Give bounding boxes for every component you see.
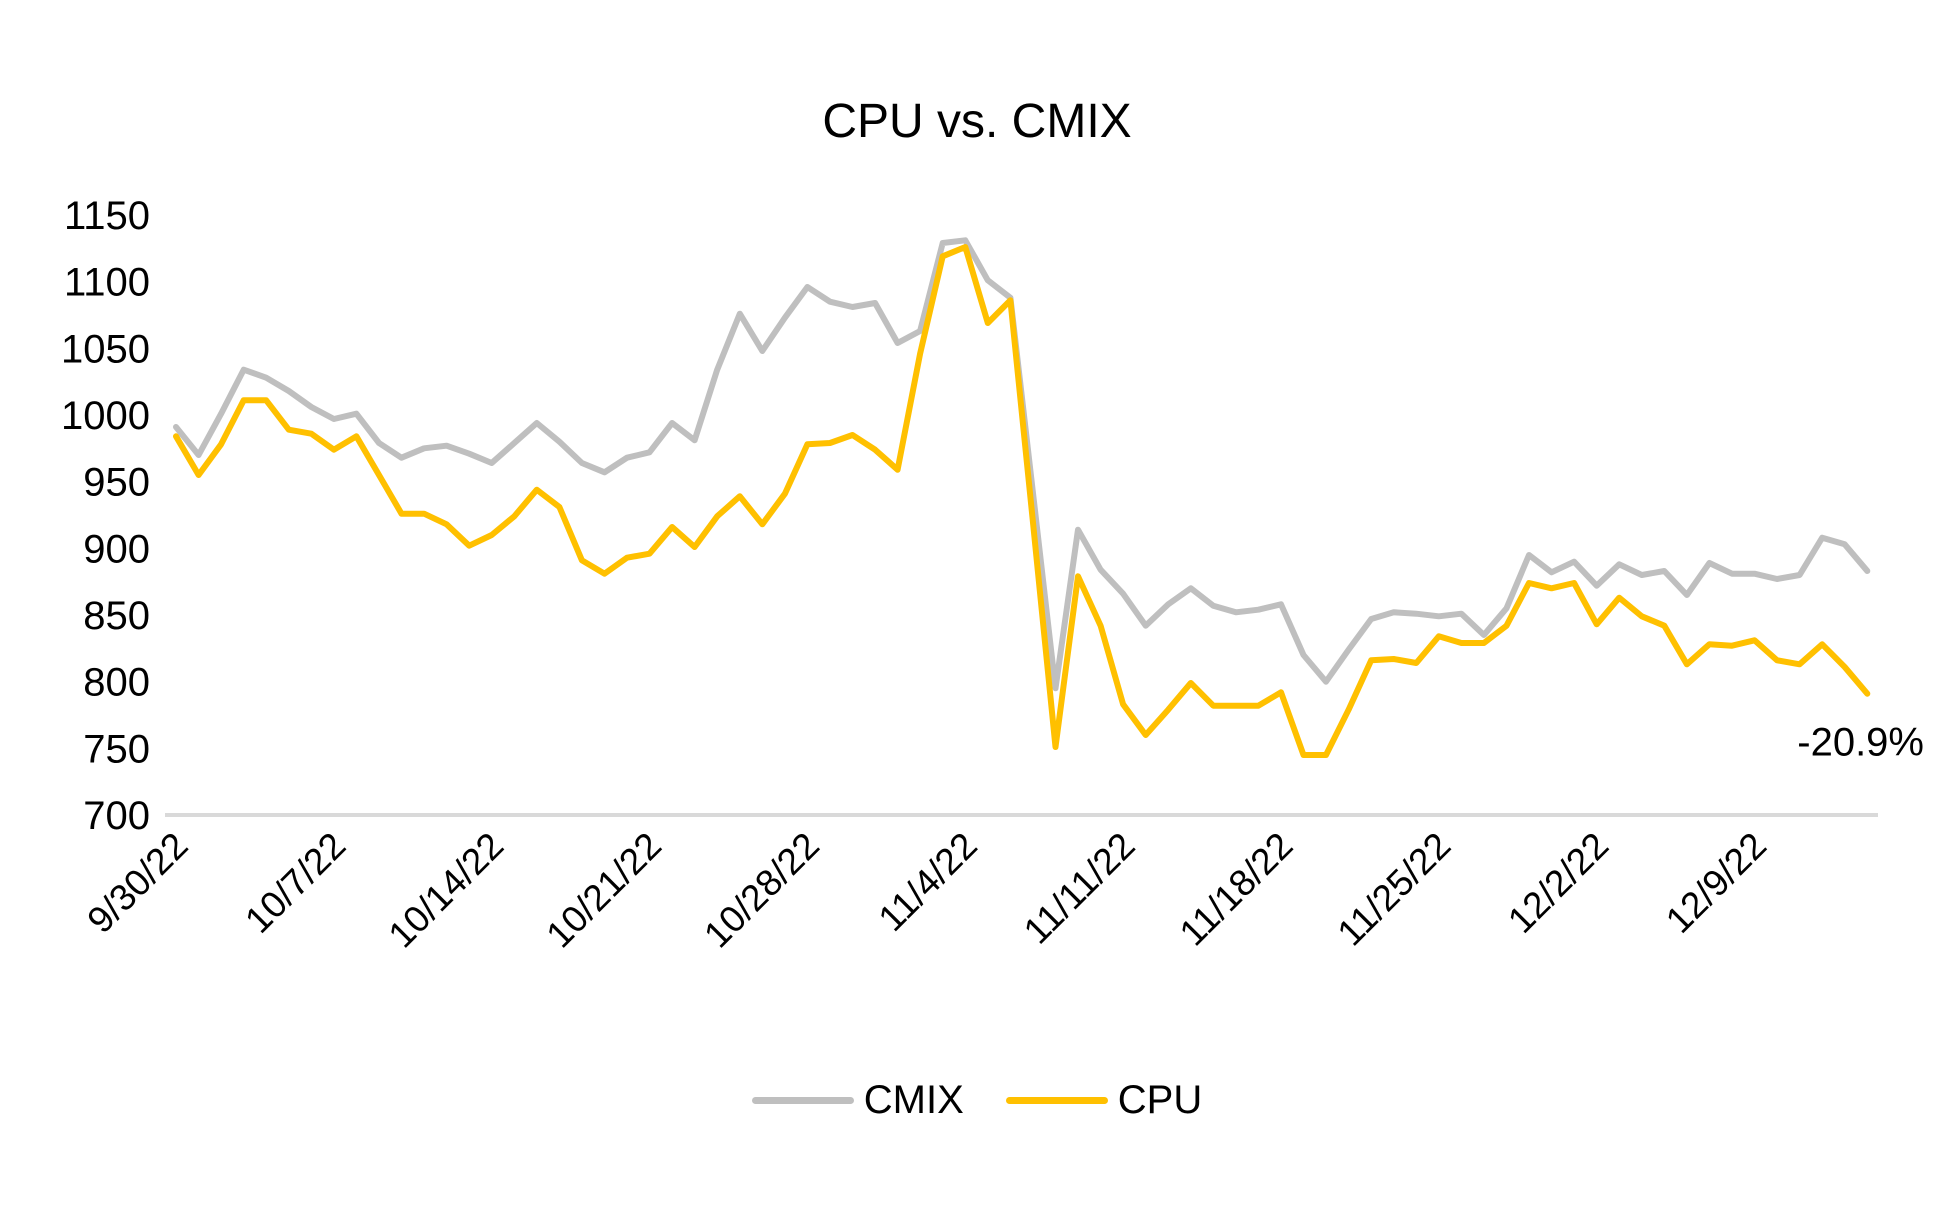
y-tick-label: 750 [83,727,150,771]
series-lines [173,237,1871,758]
chart-title: CPU vs. CMIX [822,95,1132,148]
legend-label: CMIX [863,1078,964,1122]
y-tick-label: 1000 [61,394,150,438]
x-tick-label: 9/30/22 [79,825,195,941]
x-tick-label: 12/2/22 [1500,825,1616,941]
x-tick-label: 11/4/22 [871,825,985,939]
y-tick-label: 850 [83,594,150,638]
x-tick-label: 10/14/22 [381,825,512,956]
x-tick-label: 10/7/22 [237,825,353,941]
series-line-cpu [173,244,1871,758]
y-tick-label: 900 [83,527,150,571]
y-tick-label: 800 [83,661,150,705]
x-tick-label: 11/18/22 [1172,825,1301,954]
cpu-change-annotation: -20.9% [1797,721,1924,765]
x-tick-label: 10/21/22 [538,825,669,956]
series-line-cmix [173,237,1871,692]
cpu-line-swatch-icon [1005,1097,1108,1104]
x-axis-labels: 9/30/22 10/7/22 10/14/22 10/21/22 10/28/22 11… [79,825,1774,956]
x-tick-label: 12/9/22 [1658,825,1774,941]
legend: CMIX CPU [0,1078,1954,1123]
legend-label: CPU [1117,1078,1203,1122]
y-tick-label: 700 [83,794,150,838]
cmix-line-swatch-icon [751,1097,854,1104]
x-tick-label: 11/11/22 [1016,825,1143,952]
y-axis-labels: 700 750 800 850 900 950 1000 1050 1100 1150 [61,194,150,838]
x-tick-label: 11/25/22 [1330,825,1459,954]
y-tick-label: 1100 [64,261,150,305]
annotations: -20.9% [1797,721,1924,765]
x-tick-label: 10/28/22 [696,825,827,956]
y-tick-label: 1050 [61,327,150,371]
y-tick-label: 1150 [64,194,150,238]
y-tick-label: 950 [83,461,150,505]
legend-item-cpu[interactable]: CPU [1005,1078,1203,1123]
legend-item-cmix[interactable]: CMIX [751,1078,964,1123]
